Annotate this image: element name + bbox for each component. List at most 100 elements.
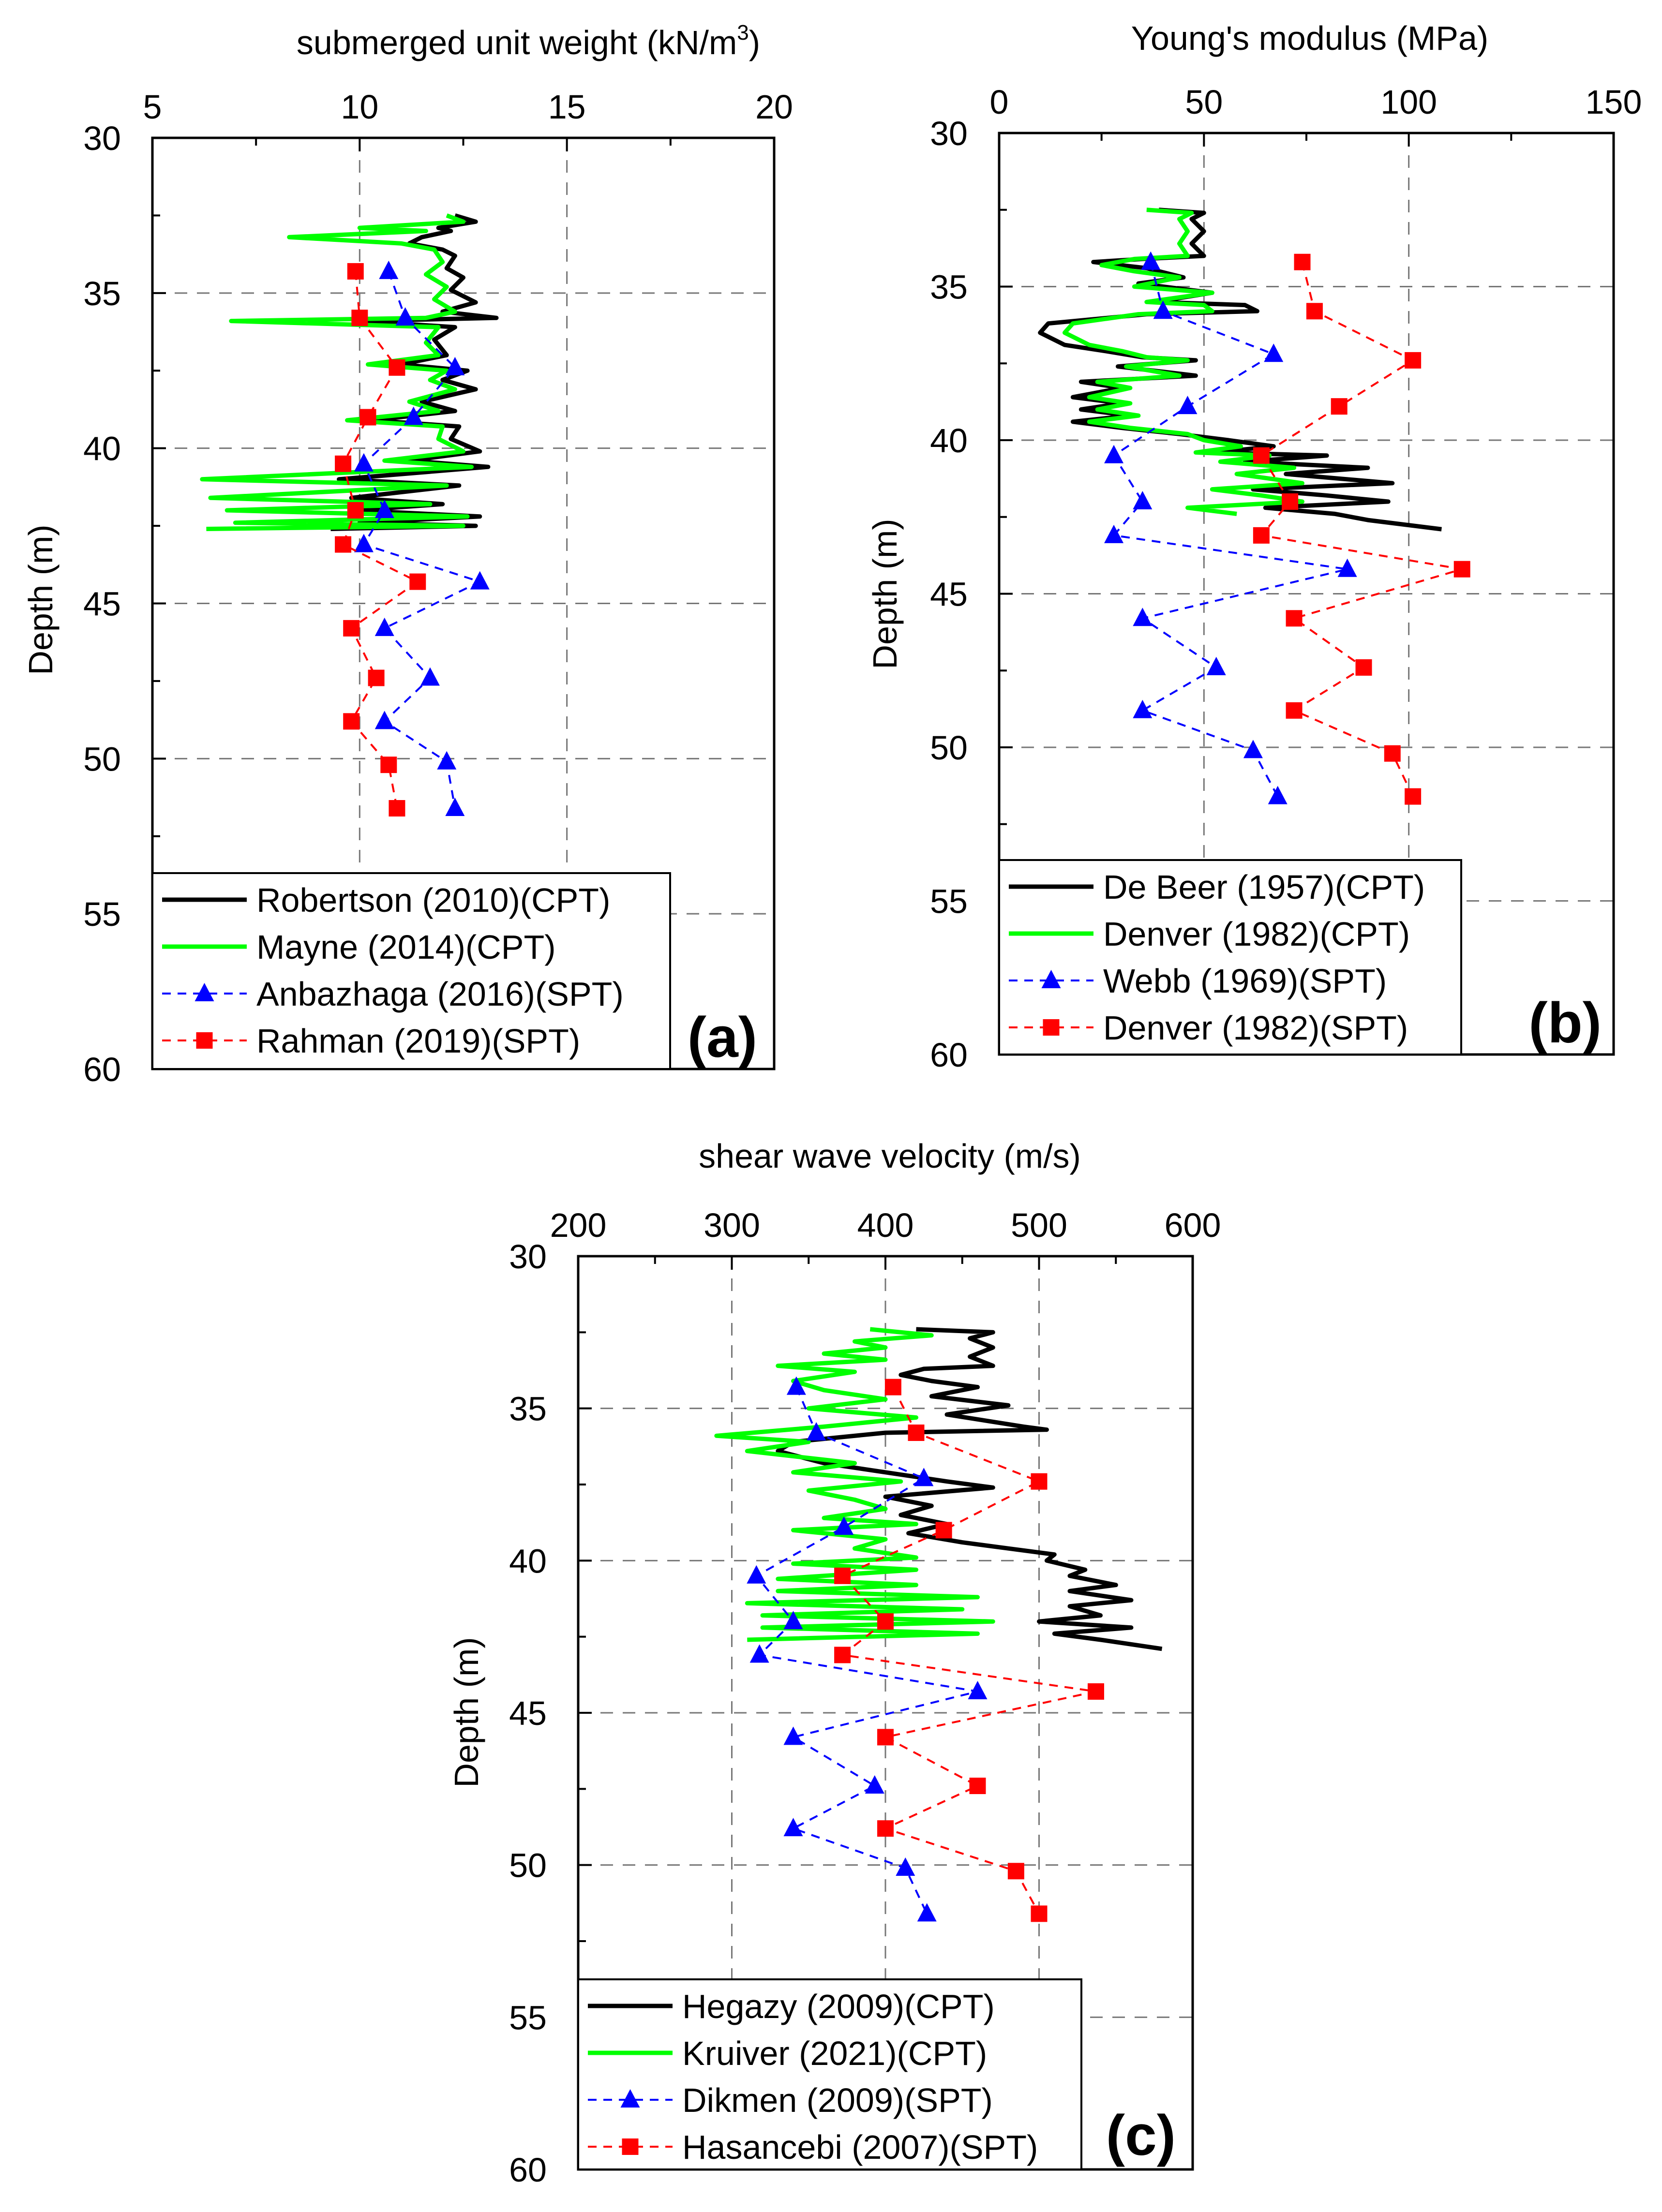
series-anbazhaga-2016-spt- (354, 260, 490, 816)
legend-swatch-marker (622, 2138, 639, 2155)
data-point-triangle (1153, 300, 1173, 319)
data-point-triangle (437, 751, 457, 770)
y-tick-label: 35 (930, 268, 968, 306)
legend-box (998, 859, 1462, 1055)
data-point-square (1253, 447, 1270, 464)
data-point-square (834, 1567, 851, 1584)
data-point-square (1031, 1905, 1048, 1922)
x-axis-title-b: Young's modulus (MPa) (1131, 19, 1488, 57)
data-point-triangle (917, 1903, 937, 1922)
data-point-square (347, 502, 364, 519)
data-point-triangle (445, 356, 465, 375)
y-tick-label: 35 (83, 275, 121, 312)
data-point-triangle (379, 260, 399, 279)
series-line (330, 213, 499, 531)
data-point-square (380, 757, 397, 773)
y-tick-label: 40 (83, 430, 121, 468)
x-tick-label: 20 (755, 88, 793, 126)
legend-label: Denver (1982)(CPT) (1103, 915, 1410, 953)
y-tick-label: 55 (930, 883, 968, 920)
x-axis-title-c: shear wave velocity (m/s) (699, 1137, 1081, 1175)
x-tick-label: 100 (1380, 83, 1437, 121)
series-denver-1982-cpt- (1063, 208, 1304, 516)
data-point-square (1253, 527, 1270, 544)
data-point-triangle (445, 798, 465, 816)
legend-swatch-marker (196, 1032, 213, 1049)
y-tick-label: 30 (930, 115, 968, 152)
y-tick-label: 55 (509, 1999, 547, 2036)
data-point-triangle (968, 1680, 988, 1699)
y-tick-label: 30 (83, 119, 121, 157)
data-point-triangle (1104, 445, 1124, 463)
data-point-square (409, 573, 426, 590)
data-point-square (368, 669, 385, 686)
y-tick-label: 60 (509, 2151, 547, 2189)
x-tick-label: 300 (704, 1206, 760, 1244)
data-point-triangle (404, 406, 423, 425)
data-point-square (335, 455, 352, 472)
data-point-square (1306, 303, 1323, 320)
data-point-square (343, 620, 360, 637)
data-point-triangle (1206, 656, 1226, 675)
legend-label: Mayne (2014)(CPT) (256, 928, 556, 966)
y-axis-title: Depth (m) (866, 519, 904, 669)
series-kruiver-2021-cpt- (714, 1327, 995, 1642)
data-point-square (877, 1729, 894, 1746)
data-point-triangle (747, 1565, 766, 1584)
data-point-square (389, 800, 405, 817)
series-mayne-2014-cpt- (200, 213, 474, 531)
series-hasancebi-2007-spt- (834, 1379, 1104, 1922)
series-hegazy-2009-cpt- (776, 1327, 1163, 1651)
y-tick-label: 35 (509, 1390, 547, 1428)
data-point-square (351, 310, 368, 327)
legend-swatch-marker (1041, 970, 1061, 988)
data-point-triangle (783, 1818, 803, 1837)
series-dikmen-2009-spt- (747, 1376, 988, 1922)
data-point-triangle (865, 1775, 884, 1794)
data-point-square (1453, 561, 1470, 578)
data-point-square (347, 263, 364, 280)
data-point-square (1087, 1683, 1104, 1700)
data-point-triangle (354, 453, 374, 472)
data-point-triangle (1133, 699, 1153, 718)
y-axis-title: Depth (m) (22, 524, 60, 675)
y-tick-label: 55 (83, 895, 121, 933)
x-tick-label: 500 (1011, 1206, 1067, 1244)
series-denver-1982-spt- (1253, 253, 1470, 805)
legend-label: Webb (1969)(SPT) (1103, 962, 1387, 1000)
panel-a: submerged unit weight (kN/m3) 5 10 15 20 30 3… (22, 21, 793, 1088)
series-line (1038, 208, 1442, 532)
y-tick-label: 50 (509, 1847, 547, 1885)
data-point-triangle (470, 571, 490, 590)
data-point-triangle (1268, 786, 1288, 804)
data-point-square (834, 1647, 851, 1663)
y-tick-label: 45 (83, 585, 121, 623)
x-tick-label: 15 (548, 88, 586, 126)
data-point-triangle (1337, 558, 1357, 577)
legend: Robertson (2010)(CPT) Mayne (2014)(CPT) An… (151, 872, 671, 1070)
data-point-square (884, 1379, 901, 1395)
y-tick-label: 40 (930, 422, 968, 460)
series-webb-1969-spt- (1104, 251, 1357, 804)
series-de-beer-1957-cpt- (1038, 208, 1442, 532)
x-tick-label: 600 (1165, 1206, 1221, 1244)
legend-label: Anbazhaga (2016)(SPT) (256, 975, 624, 1013)
data-point-square (389, 359, 405, 376)
data-point-triangle (374, 711, 394, 729)
data-point-triangle (749, 1644, 769, 1663)
x-tick-label: 400 (857, 1206, 914, 1244)
panel-label: (a) (688, 1006, 757, 1069)
x-tick-label: 0 (990, 83, 1009, 121)
data-point-triangle (1264, 343, 1284, 362)
y-tick-label: 30 (509, 1238, 547, 1276)
data-point-triangle (914, 1468, 934, 1486)
legend-swatch-marker (1043, 1019, 1060, 1036)
data-point-triangle (807, 1422, 826, 1441)
data-point-square (908, 1425, 925, 1441)
data-point-triangle (1104, 524, 1124, 543)
data-point-square (1031, 1473, 1048, 1490)
data-point-triangle (1178, 396, 1198, 415)
legend-label: Robertson (2010)(CPT) (256, 881, 610, 919)
y-tick-label: 50 (930, 729, 968, 767)
